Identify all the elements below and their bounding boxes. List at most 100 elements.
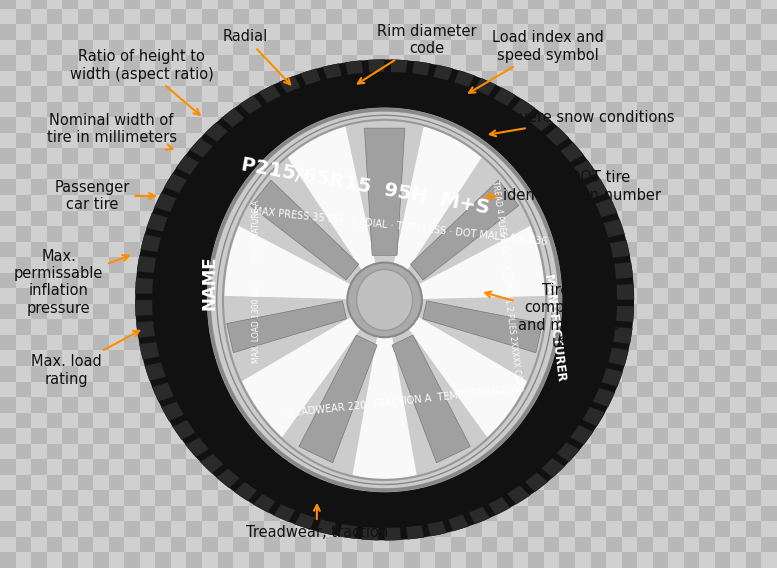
Bar [513,24,528,40]
Bar [606,9,622,24]
Bar [93,9,109,24]
Bar [233,195,249,211]
Bar [140,412,155,428]
Bar [124,382,140,397]
Bar [482,382,497,397]
Bar [404,164,420,179]
Bar [466,506,482,521]
Bar [202,102,218,118]
Bar [466,319,482,335]
Polygon shape [259,85,281,103]
Bar [684,412,699,428]
Bar [653,553,668,568]
Bar [295,24,311,40]
Bar [78,241,93,257]
Bar [761,459,777,475]
Bar [528,9,544,24]
Bar [451,506,466,521]
Bar [544,412,559,428]
Bar [435,382,451,397]
Bar [730,428,746,444]
Bar [342,118,357,133]
Bar [326,350,342,366]
Bar [78,412,93,428]
Bar [761,164,777,179]
Bar [47,382,62,397]
Bar [109,71,124,86]
Bar [78,257,93,273]
Bar [653,118,668,133]
Bar [155,537,171,553]
Bar [140,428,155,444]
Bar [202,319,218,335]
Bar [715,382,730,397]
Bar [218,9,233,24]
Bar [249,118,264,133]
Bar [31,241,47,257]
Bar [186,195,202,211]
Bar [155,118,171,133]
Bar [435,537,451,553]
Bar [155,335,171,350]
Bar [124,553,140,568]
Bar [140,133,155,148]
Bar [62,133,78,148]
Bar [730,521,746,537]
Bar [233,304,249,319]
Bar [0,428,16,444]
Bar [699,506,715,521]
Bar [0,40,16,55]
Bar [575,444,591,459]
Bar [357,195,373,211]
Bar [606,195,622,211]
Polygon shape [139,342,159,360]
Bar [528,350,544,366]
Bar [78,133,93,148]
Bar [513,257,528,273]
Bar [0,382,16,397]
Bar [93,366,109,382]
Bar [622,118,637,133]
Bar [62,444,78,459]
Bar [233,273,249,289]
Bar [637,521,653,537]
Bar [637,55,653,71]
Bar [202,444,218,459]
Bar [155,211,171,226]
Bar [326,179,342,195]
Bar [311,179,326,195]
Bar [171,350,186,366]
Bar [249,273,264,289]
Bar [78,164,93,179]
Bar [575,382,591,397]
Bar [746,86,761,102]
Bar [62,490,78,506]
Bar [109,506,124,521]
Bar [16,537,31,553]
Bar [544,366,559,382]
Bar [31,304,47,319]
Bar [761,148,777,164]
Bar [684,428,699,444]
Bar [482,164,497,179]
Bar [109,179,124,195]
Bar [0,226,16,241]
Bar [171,55,186,71]
Bar [264,226,280,241]
Bar [482,412,497,428]
Bar [388,257,404,273]
Bar [140,226,155,241]
Bar [591,273,606,289]
Bar [544,24,559,40]
Bar [342,195,357,211]
Bar [544,304,559,319]
Bar [311,553,326,568]
Bar [47,459,62,475]
Bar [342,428,357,444]
Bar [47,148,62,164]
Bar [637,24,653,40]
Bar [311,537,326,553]
Bar [264,55,280,71]
Bar [280,366,295,382]
Polygon shape [162,402,184,421]
